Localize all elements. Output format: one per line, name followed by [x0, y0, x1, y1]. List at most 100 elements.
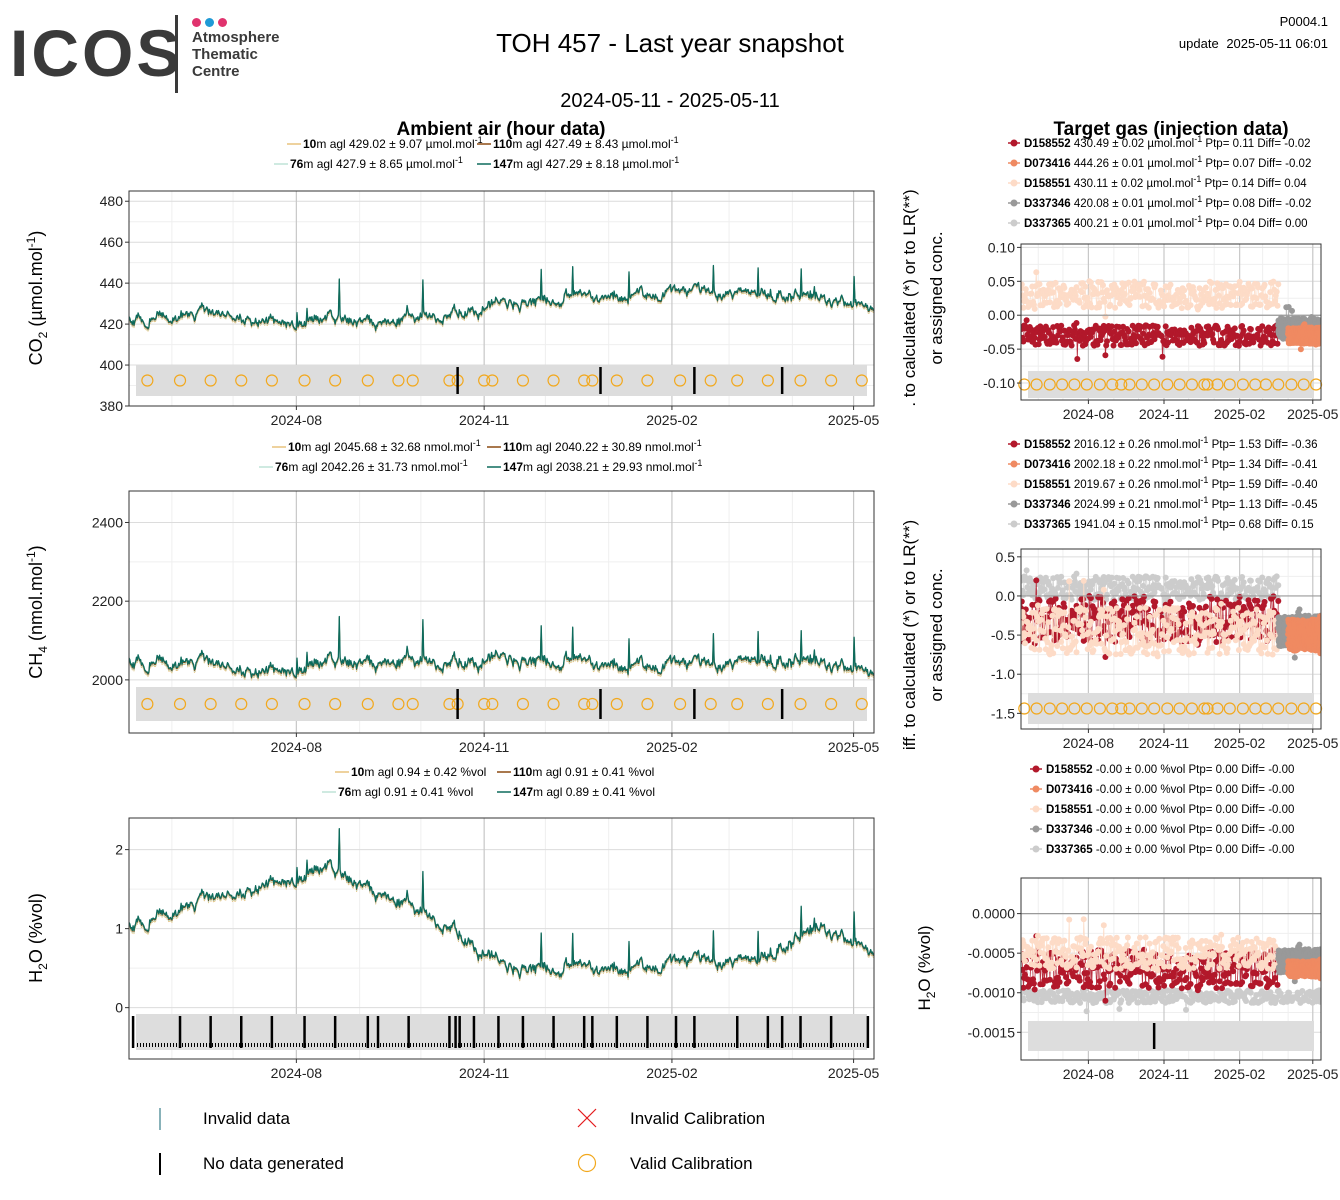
flag-band [136, 687, 867, 721]
y-tick-label: 460 [100, 234, 124, 250]
series-line-D158551 [1021, 272, 1279, 317]
legend-entry: 110m agl 0.91 ± 0.41 %vol [513, 765, 654, 779]
x-tick-label: 2025-02 [646, 1065, 698, 1081]
flag-band [1028, 693, 1314, 724]
y-tick-label: -0.10 [983, 375, 1015, 391]
plot-area [1021, 567, 1321, 661]
legend-entry: 10m agl 429.02 ± 9.07 µmol.mol-1 [303, 135, 483, 151]
valid-calibration-marker [1043, 378, 1056, 391]
logo-subtitle: Atmosphere Thematic Centre [192, 29, 280, 80]
valid-calibration-marker [855, 374, 868, 387]
valid-calibration-marker [641, 374, 654, 387]
valid-calibration-marker [578, 697, 591, 711]
x-tick-label: 2024-08 [1063, 406, 1115, 422]
y-tick-label: 480 [100, 193, 124, 209]
plot-border [128, 190, 875, 407]
valid-calibration-marker [1211, 702, 1224, 715]
valid-calibration-marker [392, 697, 405, 711]
valid-calibration-marker [486, 374, 499, 387]
series-points-D337365 [1021, 567, 1282, 619]
series-line-D337365 [1021, 570, 1279, 616]
valid-calibration-marker [265, 374, 278, 387]
y-tick-label: 0.10 [988, 239, 1015, 255]
valid-calibration-marker [141, 697, 154, 711]
valid-calibration-marker [1173, 378, 1186, 391]
legend-entry: 76m agl 427.9 ± 8.65 µmol.mol-1 [290, 155, 463, 171]
series-line-D337365 [1021, 987, 1321, 1012]
plot-area [129, 264, 874, 334]
valid-calibration-marker [1211, 378, 1224, 391]
plot-border [1020, 548, 1322, 730]
valid-calibration-marker [1030, 702, 1043, 715]
valid-calibration-marker [1106, 378, 1119, 391]
valid-calibration-marker [1106, 702, 1119, 715]
valid-calibration-marker [855, 697, 868, 711]
valid-calibration-marker [265, 697, 278, 711]
y-tick-label: 2 [115, 842, 123, 858]
y-tick-label: 0.0 [996, 588, 1016, 604]
valid-calibration-marker [1123, 702, 1136, 715]
series-points-D158551 [1021, 577, 1282, 660]
valid-calibration-marker [1161, 702, 1174, 715]
y-tick-label: -0.05 [983, 341, 1015, 357]
valid-calibration-marker [1043, 702, 1056, 715]
x-tick-label: 2024-08 [1063, 1066, 1115, 1082]
y-tick-label: -1.5 [991, 705, 1015, 721]
date-range: 2024-05-11 - 2025-05-11 [560, 90, 780, 112]
valid-calibration-marker [516, 374, 530, 387]
y-tick-label: 420 [100, 316, 124, 332]
legend-co2-target: D158552 430.49 ± 0.02 µmol.mol-1 Ptp= 0.… [1008, 134, 1311, 230]
y-tick-label: -0.0015 [968, 1024, 1016, 1040]
valid-calibration-marker [1236, 702, 1250, 715]
valid-calibration-marker [298, 374, 311, 387]
plot-area [1021, 269, 1321, 362]
valid-calibration-marker [1285, 378, 1298, 391]
flag-band [136, 365, 867, 396]
x-tick-label: 2025-05 [1287, 1066, 1339, 1082]
y-tick-label: 0.00 [988, 307, 1015, 323]
legend-entry: 76m agl 0.91 ± 0.41 %vol [338, 785, 473, 799]
legend-entry: D073416 444.26 ± 0.01 µmol.mol-1 Ptp= 0.… [1024, 154, 1311, 170]
valid-calibration-marker [1093, 702, 1107, 715]
plot-border [1020, 877, 1322, 1061]
y-tick-label: 0.5 [996, 549, 1016, 565]
legend-entry: 76m agl 2042.26 ± 31.73 nmol.mol-1 [275, 458, 468, 474]
valid-calibration-marker [673, 697, 687, 711]
valid-calibration-marker [443, 697, 456, 711]
valid-calibration-marker [1259, 378, 1273, 391]
plot-area [129, 615, 874, 681]
legend-dot [1010, 139, 1018, 147]
valid-calibration-marker [1201, 702, 1214, 715]
y-tick-label: 1 [115, 921, 123, 937]
x-tick-label: 2025-05 [828, 739, 880, 755]
valid-calibration-marker [704, 697, 717, 711]
valid-calibration-marker [547, 697, 560, 711]
valid-calibration-marker [486, 697, 499, 711]
y-tick-label: -0.0010 [968, 985, 1016, 1001]
x-tick-label: 2025-02 [1214, 1066, 1266, 1082]
series-line-D158551 [1021, 580, 1279, 657]
valid-calibration-marker [586, 697, 599, 711]
series-line-D158552 [1021, 320, 1279, 360]
valid-calibration-marker [673, 374, 687, 387]
y-tick-label: -0.0005 [968, 945, 1016, 961]
valid-calibration-marker [1135, 378, 1148, 391]
valid-calibration-marker [578, 374, 591, 387]
valid-calibration-marker [641, 697, 654, 711]
valid-calibration-marker [406, 697, 419, 711]
valid-calibration-marker [361, 697, 374, 711]
plot-border [1020, 243, 1322, 401]
valid-calibration-marker [443, 374, 456, 387]
valid-calibration-marker [1018, 702, 1031, 715]
series-points-D158551 [1021, 916, 1282, 974]
legend-co2-ambient: 10m agl 429.02 ± 9.07 µmol.mol-1 110m agl… [274, 135, 679, 171]
valid-calibration-marker [1223, 378, 1236, 391]
valid-calibration-marker [516, 697, 530, 711]
valid-calibration-marker [1309, 702, 1323, 715]
legend-entry: 110m agl 2040.22 ± 30.89 nmol.mol-1 [503, 438, 702, 454]
document-code: P0004.1 [1279, 14, 1328, 29]
y-tick-label: 380 [100, 398, 124, 414]
